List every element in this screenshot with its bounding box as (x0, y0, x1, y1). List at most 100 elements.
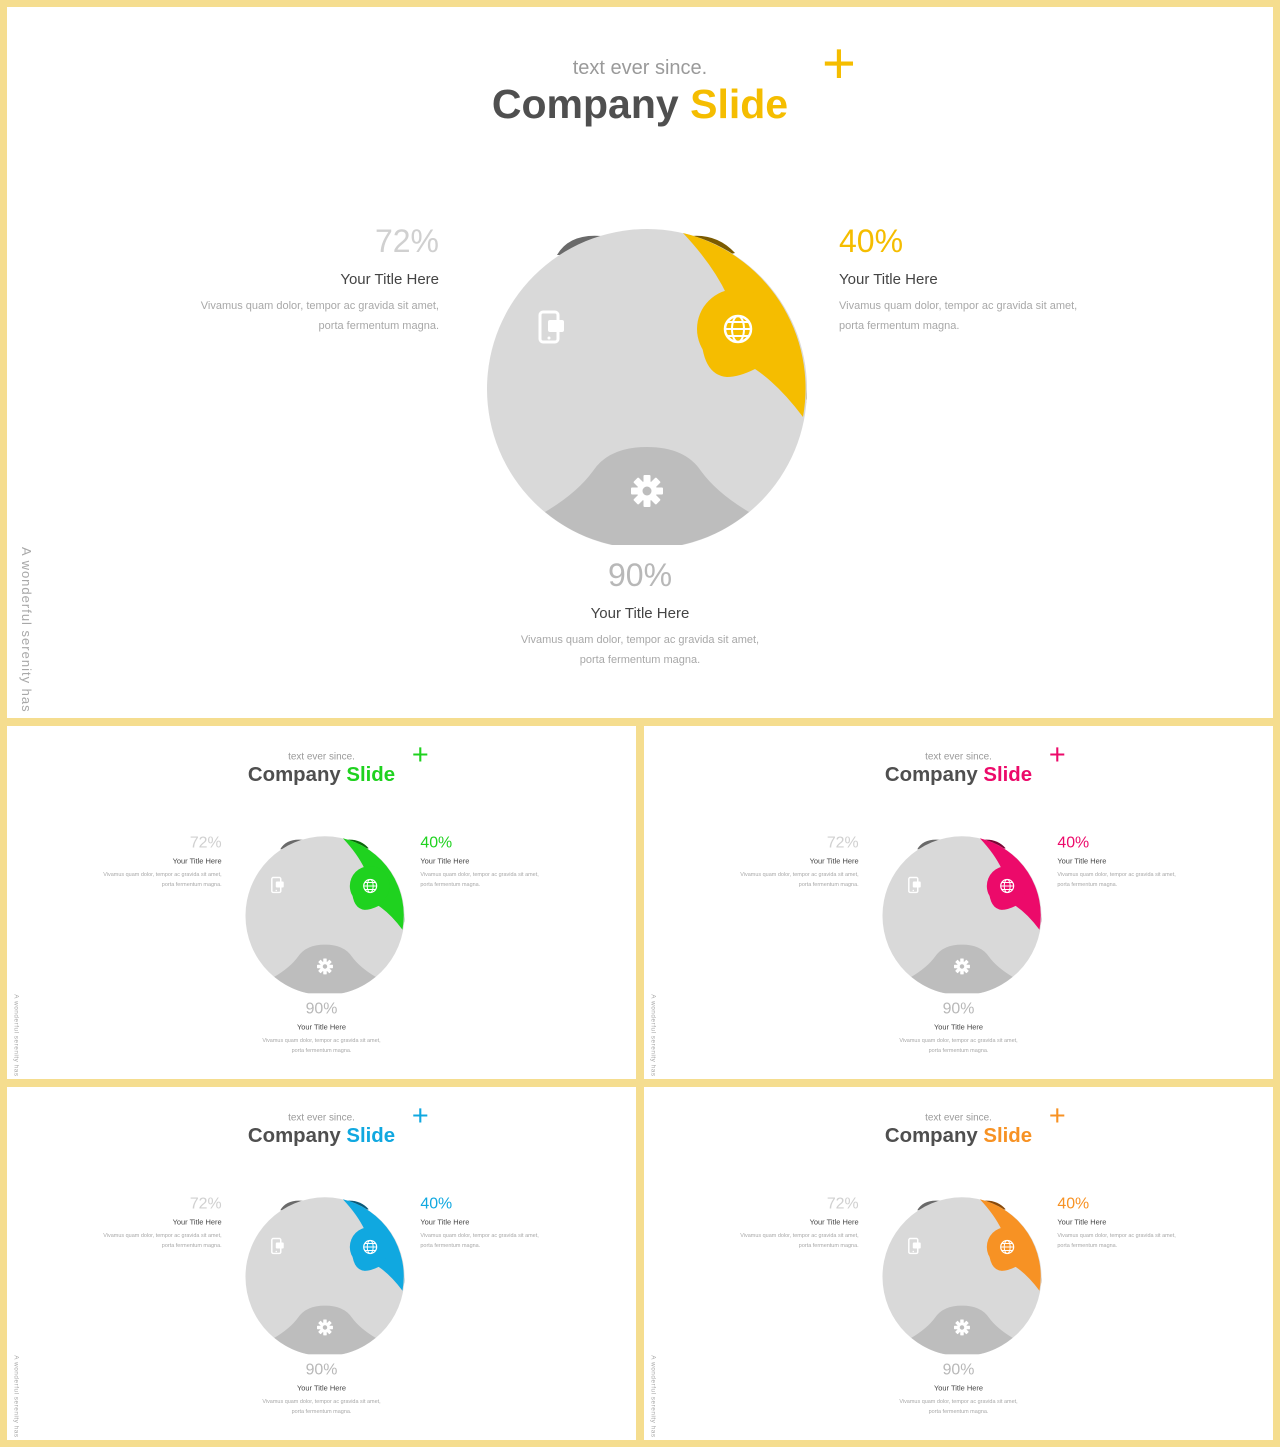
stat-bottom-description: Vivamus quam dolor, tempor ac gravida si… (252, 1397, 391, 1417)
slide-main-yellow: text ever since. Company Slide + 72% You… (7, 7, 1273, 718)
slide-title: Company Slide (7, 763, 636, 786)
stat-bottom-description: Vivamus quam dolor, tempor ac gravida si… (889, 1036, 1028, 1056)
stat-left-description: Vivamus quam dolor, tempor ac gravida si… (83, 870, 221, 890)
stat-right-percent: 40% (1057, 833, 1090, 852)
stat-right-description: Vivamus quam dolor, tempor ac gravida si… (420, 870, 559, 890)
desc-line: Vivamus quam dolor, tempor ac gravida si… (839, 300, 1078, 312)
stat-bottom-percent: 90% (942, 999, 975, 1018)
desc-line: Vivamus quam dolor, tempor ac gravida si… (262, 1398, 381, 1405)
stat-bottom: 90% Your Title Here Vivamus quam dolor, … (252, 1360, 391, 1416)
stat-right: 40% Your Title Here Vivamus quam dolor, … (420, 1194, 559, 1250)
desc-line: Vivamus quam dolor, tempor ac gravida si… (740, 871, 859, 878)
stat-left-description: Vivamus quam dolor, tempor ac gravida si… (83, 1231, 222, 1251)
stat-left-description: Vivamus quam dolor, tempor ac gravida si… (159, 296, 439, 336)
desc-line: Vivamus quam dolor, tempor ac gravida si… (262, 1037, 381, 1044)
title-main: Company (884, 762, 978, 786)
stat-bottom: 90% Your Title Here Vivamus quam dolor, … (889, 1360, 1028, 1416)
desc-line: Vivamus quam dolor, tempor ac gravida si… (899, 1037, 1018, 1044)
stat-bottom-description: Vivamus quam dolor, tempor ac gravida si… (252, 1036, 391, 1056)
title-accent: Slide (346, 762, 396, 786)
desc-line: Vivamus quam dolor, tempor ac gravida si… (420, 1232, 539, 1239)
slide-subtitle: text ever since. (288, 1111, 355, 1123)
circle-diagram (245, 1197, 405, 1355)
stat-left-title: Your Title Here (340, 271, 439, 288)
plus-icon: + (411, 737, 429, 771)
slide-subtitle: text ever since. (288, 750, 355, 762)
slide-title: Company Slide (644, 1124, 1273, 1147)
globe-icon (1000, 878, 1015, 894)
stat-left-title: Your Title Here (172, 857, 222, 866)
gear-icon (317, 958, 333, 975)
desc-line: Vivamus quam dolor, tempor ac gravida si… (103, 1232, 222, 1239)
stat-right-description: Vivamus quam dolor, tempor ac gravida si… (1057, 870, 1196, 890)
globe-icon (363, 1239, 378, 1255)
desc-line: Vivamus quam dolor, tempor ac gravida si… (740, 1232, 859, 1239)
desc-line: Vivamus quam dolor, tempor ac gravida si… (899, 1398, 1018, 1405)
desc-line: porta fermentum magna. (579, 654, 701, 666)
side-text: A wonderful serenity has (12, 1355, 21, 1438)
side-text: A wonderful serenity has (19, 547, 34, 713)
desc-line: porta fermentum magna. (1057, 881, 1118, 888)
gear-icon (631, 475, 663, 507)
gear-icon (954, 1319, 970, 1336)
globe-icon (1000, 1239, 1015, 1255)
circle-diagram (882, 1197, 1042, 1355)
title-accent: Slide (690, 81, 789, 127)
stat-left-percent: 72% (189, 833, 222, 852)
title-accent: Slide (346, 1123, 396, 1147)
desc-line: porta fermentum magna. (1057, 1242, 1118, 1249)
mobile-phone-icon (908, 876, 921, 894)
stat-right-title: Your Title Here (420, 857, 470, 866)
stat-bottom-title: Your Title Here (296, 1023, 347, 1032)
stat-right: 40% Your Title Here Vivamus quam dolor, … (839, 223, 1119, 336)
title-accent: Slide (983, 762, 1033, 786)
plus-icon: + (1048, 1098, 1066, 1132)
plus-icon: + (411, 1098, 429, 1132)
stat-left-percent: 72% (189, 1194, 222, 1213)
slide-title: Company Slide (7, 81, 1273, 128)
circle-diagram (245, 836, 405, 994)
desc-line: porta fermentum magna. (928, 1047, 989, 1054)
slide-subtitle: text ever since. (925, 1111, 992, 1123)
desc-line: porta fermentum magna. (798, 881, 859, 888)
stat-bottom-title: Your Title Here (933, 1023, 984, 1032)
stat-right-description: Vivamus quam dolor, tempor ac gravida si… (1057, 1231, 1196, 1251)
stat-left-title: Your Title Here (172, 1218, 222, 1227)
desc-line: Vivamus quam dolor, tempor ac gravida si… (200, 300, 439, 312)
desc-line: porta fermentum magna. (291, 1408, 352, 1415)
stat-left-percent: 72% (374, 223, 439, 259)
stat-right: 40% Your Title Here Vivamus quam dolor, … (420, 833, 559, 889)
desc-line: porta fermentum magna. (928, 1408, 989, 1415)
stat-right-description: Vivamus quam dolor, tempor ac gravida si… (839, 296, 1119, 336)
stat-bottom-description: Vivamus quam dolor, tempor ac gravida si… (500, 630, 780, 670)
stat-right-percent: 40% (1057, 1194, 1090, 1213)
desc-line: porta fermentum magna. (161, 1242, 222, 1249)
side-text: A wonderful serenity has (12, 994, 21, 1077)
desc-line: Vivamus quam dolor, tempor ac gravida si… (1057, 1232, 1176, 1239)
desc-line: porta fermentum magna. (798, 1242, 859, 1249)
stat-bottom: 90% Your Title Here Vivamus quam dolor, … (889, 999, 1028, 1055)
stat-bottom-title: Your Title Here (590, 605, 690, 622)
slide-subtitle: text ever since. (572, 57, 708, 79)
plus-icon: + (1048, 737, 1066, 771)
globe-icon (363, 878, 378, 894)
stat-right-percent: 40% (839, 223, 904, 259)
stat-left-title: Your Title Here (809, 857, 859, 866)
slide-orange: text ever since. Company Slide + 72% You… (644, 1087, 1273, 1440)
stat-bottom: 90% Your Title Here Vivamus quam dolor, … (500, 557, 780, 670)
stat-bottom-description: Vivamus quam dolor, tempor ac gravida si… (889, 1397, 1028, 1417)
desc-line: porta fermentum magna. (318, 320, 439, 332)
gear-icon (954, 958, 970, 975)
circle-diagram (882, 836, 1042, 994)
slide-title: Company Slide (7, 1124, 636, 1147)
mobile-phone-icon (538, 310, 564, 344)
stat-left: 72% Your Title Here Vivamus quam dolor, … (83, 1194, 222, 1251)
slide-subtitle: text ever since. (925, 750, 992, 762)
stat-bottom-percent: 90% (305, 999, 338, 1018)
circle-diagram (487, 229, 807, 545)
stat-bottom: 90% Your Title Here Vivamus quam dolor, … (252, 999, 391, 1055)
globe-icon (723, 314, 753, 344)
mobile-phone-icon (271, 1237, 284, 1255)
stat-left-description: Vivamus quam dolor, tempor ac gravida si… (720, 870, 859, 890)
stat-left-description: Vivamus quam dolor, tempor ac gravida si… (720, 1231, 859, 1251)
